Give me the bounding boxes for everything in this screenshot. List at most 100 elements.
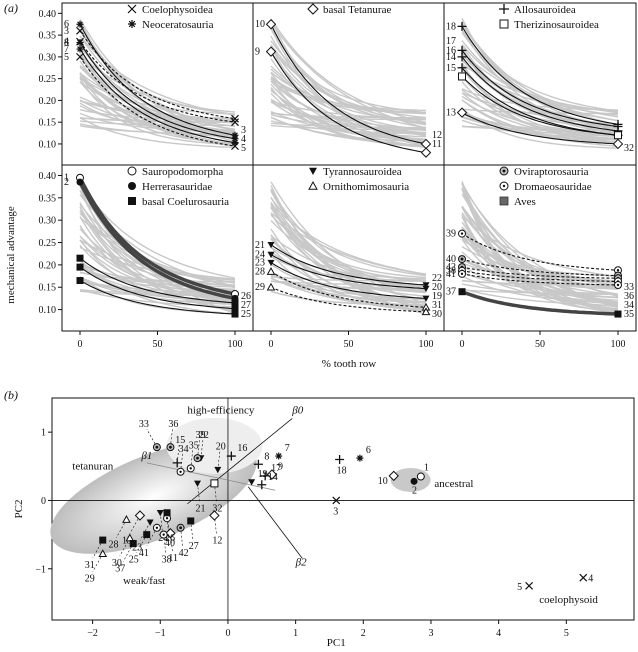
- panel-b-label: (b): [4, 388, 18, 402]
- beta2-vector: [247, 486, 303, 559]
- end-label-5: 5: [241, 143, 246, 154]
- start-label-15: 15: [446, 63, 456, 74]
- pc-point-12: [209, 510, 220, 521]
- pc-point-label-26: 26: [165, 533, 175, 544]
- pc-point-13: [134, 510, 146, 521]
- beta1-vector: [146, 462, 276, 491]
- background-curve: [270, 101, 427, 134]
- pc-point-label-11: 11: [168, 553, 178, 564]
- pc-point-label-42: 42: [179, 548, 189, 559]
- leader-line-39: [197, 440, 200, 459]
- pc-point-39-dot: [196, 456, 199, 460]
- pc-point-17: [260, 471, 270, 481]
- background-curve: [461, 22, 619, 126]
- legend-label: Allosauroidea: [514, 4, 576, 16]
- series-start-marker-4: [76, 37, 84, 46]
- background-curve: [461, 189, 619, 310]
- region-label-high-efficiency: high-efficiency: [187, 405, 254, 417]
- series-start-marker-24: [267, 251, 275, 259]
- legend-symbol: [127, 4, 137, 14]
- series-line-9: [270, 51, 427, 154]
- pc-point-label-5: 5: [517, 582, 522, 593]
- pc-point-10: [388, 470, 399, 482]
- series-start-marker-3: [76, 26, 84, 35]
- series-start-marker-13: [456, 107, 468, 118]
- pc-point-4: [579, 573, 588, 582]
- end-label-31: 31: [432, 300, 442, 311]
- series-line-40: [461, 258, 619, 277]
- pc-point-36-dot: [169, 445, 172, 449]
- pc1-tick-label: 3: [428, 628, 433, 639]
- pc-point-label-7: 7: [285, 443, 290, 454]
- background-curve: [79, 45, 236, 139]
- background-curve: [461, 81, 619, 137]
- start-label-23: 23: [255, 258, 265, 269]
- background-curve: [270, 280, 426, 287]
- leader-line-36: [170, 429, 173, 448]
- y-tick-label: 0.10: [39, 139, 57, 150]
- pc-point-29: [98, 549, 108, 558]
- series-line-1: [78, 176, 236, 296]
- background-curve: [270, 112, 427, 121]
- end-label-20: 20: [432, 282, 442, 293]
- leader-line-31: [92, 539, 104, 559]
- background-curve: [79, 76, 236, 115]
- series-line-23: [270, 262, 427, 299]
- scatter-frame: [51, 397, 635, 621]
- series-end-marker-5: [231, 142, 239, 151]
- subpanel-oviraptorosauria-dromaeosauridae-aves: OviraptorosauriaDromaeosauridaeAves33363…: [443, 164, 637, 350]
- background-curves: [461, 17, 619, 149]
- start-label-37: 37: [446, 287, 456, 298]
- background-curve: [461, 110, 619, 144]
- background-curve: [270, 190, 427, 293]
- start-label-24: 24: [255, 250, 265, 261]
- pc-point-label-29: 29: [85, 574, 95, 585]
- pc-point-28: [122, 515, 131, 523]
- start-label-3: 3: [64, 26, 69, 37]
- pc2-axis-label: PC2: [13, 500, 25, 519]
- pc-point-label-33: 33: [139, 419, 149, 430]
- background-curve: [461, 75, 619, 143]
- background-curve: [270, 238, 427, 294]
- leader-line-11: [170, 533, 173, 552]
- start-label-5: 5: [64, 52, 69, 63]
- legend-label: Neoceratosauria: [142, 19, 214, 31]
- series-line-5: [79, 56, 236, 147]
- y-tick-label: 0.40: [39, 171, 57, 182]
- legend-label: Aves: [514, 196, 536, 208]
- start-label-40: 40: [446, 254, 456, 265]
- panel-a-label: (a): [4, 1, 18, 15]
- x-tick-label: 50: [344, 339, 354, 350]
- background-curve: [461, 264, 619, 305]
- series-start-marker-32: [458, 72, 466, 81]
- legend-label: Herrerasauridae: [142, 181, 212, 193]
- series-line-29: [270, 286, 427, 313]
- pc-point-label-8: 8: [264, 451, 269, 462]
- start-label-17: 17: [446, 36, 456, 47]
- legend-symbol: [307, 3, 319, 15]
- series-end-marker-7: [231, 139, 239, 147]
- background-curve: [270, 40, 427, 114]
- series-start-marker-5: [76, 52, 84, 61]
- pc-point-35-dot: [189, 467, 192, 470]
- legend-label: Coelophysoidea: [142, 4, 213, 16]
- series-line-13: [461, 112, 619, 145]
- pc-point-label-15: 15: [175, 435, 185, 446]
- pc1-tick-label: 5: [564, 628, 569, 639]
- pc-point-1: [416, 472, 425, 481]
- series-end-marker-21: [422, 282, 430, 289]
- start-label-1: 1: [64, 173, 69, 184]
- start-label-7: 7: [64, 44, 69, 55]
- pc-point-label-3: 3: [333, 506, 338, 517]
- leader-line-15: [176, 444, 180, 463]
- legend-symbol: [128, 20, 136, 28]
- background-curve: [461, 216, 619, 313]
- series-start-marker-9: [265, 46, 277, 57]
- legend-label: Sauropodomorpha: [142, 166, 223, 178]
- pc1-tick-label: 0: [225, 628, 230, 639]
- x-tick-label: 100: [419, 339, 434, 350]
- pc-point-34-dot: [179, 470, 182, 473]
- legend-label: basal Tetanurae: [323, 4, 391, 16]
- series-start-marker-41-dot: [460, 272, 464, 276]
- series-end-marker-9: [420, 147, 432, 158]
